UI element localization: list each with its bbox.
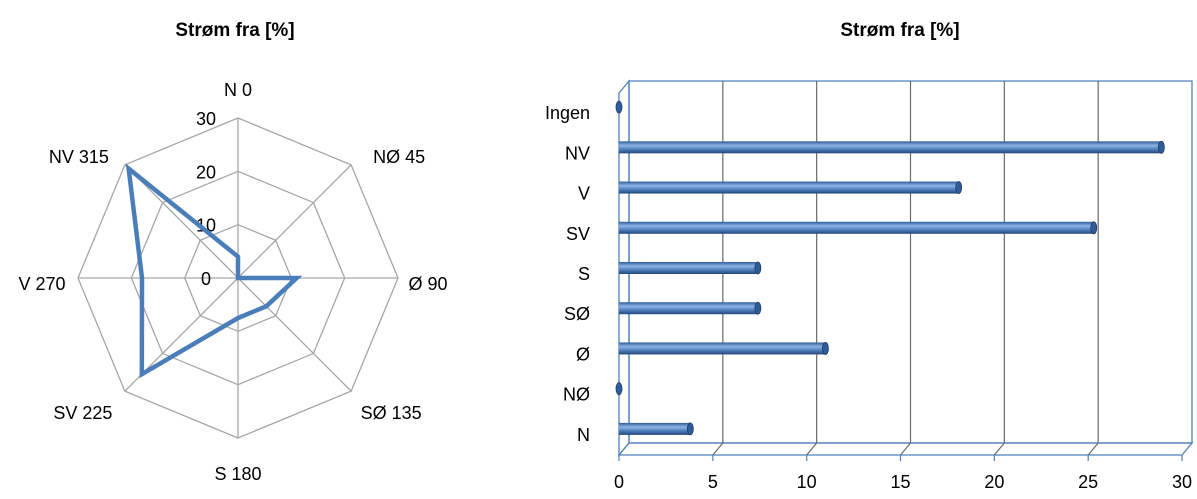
radar-series-line bbox=[125, 163, 303, 379]
radar-category-label: V 270 bbox=[18, 274, 65, 294]
bar bbox=[619, 181, 959, 194]
radar-category-label: N 0 bbox=[224, 80, 252, 100]
radar-tick-label: 0 bbox=[201, 269, 211, 289]
radar-category-label: NØ 45 bbox=[373, 147, 425, 167]
bar-end-cap bbox=[754, 261, 762, 275]
radar-spoke bbox=[237, 277, 352, 392]
bar-end-cap bbox=[754, 301, 762, 315]
y-tick-label: Ingen bbox=[545, 103, 590, 123]
y-tick-label: SØ bbox=[564, 304, 590, 324]
radar-category-label: SV 225 bbox=[53, 403, 112, 423]
x-gridline-floor bbox=[900, 442, 911, 456]
x-tick-label: 5 bbox=[708, 472, 718, 492]
x-tick-label: 25 bbox=[1078, 472, 1098, 492]
radar-chart-title: Strøm fra [%] bbox=[175, 20, 295, 41]
bar bbox=[619, 302, 758, 315]
y-tick-label: V bbox=[578, 184, 590, 204]
radar-category-label: NV 315 bbox=[49, 147, 109, 167]
radar-category-label: S 180 bbox=[214, 464, 261, 484]
x-tick-label: 30 bbox=[1172, 472, 1192, 492]
y-tick-label: NV bbox=[565, 143, 590, 163]
radar-category-label: Ø 90 bbox=[408, 274, 447, 294]
y-tick-label: NØ bbox=[563, 385, 590, 405]
bar bbox=[619, 262, 758, 274]
bar-end-cap bbox=[955, 181, 963, 194]
y-tick-label: N bbox=[577, 425, 590, 445]
y-tick-label: Ø bbox=[576, 344, 590, 364]
x-tick-label: 0 bbox=[614, 472, 624, 492]
bar bbox=[619, 221, 1094, 234]
radar-tick-label: 10 bbox=[196, 216, 216, 236]
bar bbox=[619, 342, 826, 355]
radar-category-label: SØ 135 bbox=[361, 403, 422, 423]
x-tick-label: 20 bbox=[984, 472, 1004, 492]
x-tick-label: 15 bbox=[890, 472, 910, 492]
radar-spoke bbox=[237, 164, 352, 279]
bar bbox=[619, 141, 1162, 154]
bar-end-cap bbox=[615, 382, 623, 396]
y-tick-label: S bbox=[578, 264, 590, 284]
x-tick-label: 10 bbox=[797, 472, 817, 492]
bar-end-cap bbox=[822, 342, 829, 355]
bar-chart-title: Strøm fra [%] bbox=[840, 20, 960, 41]
radar-tick-label: 20 bbox=[196, 162, 216, 182]
x-gridline-floor bbox=[806, 442, 818, 456]
radar-spoke bbox=[124, 164, 239, 279]
bar-end-cap bbox=[686, 422, 694, 436]
y-tick-label: SV bbox=[566, 224, 590, 244]
bar-end-cap bbox=[1157, 140, 1165, 154]
x-gridline-floor bbox=[712, 442, 724, 456]
radar-chart: 0 10 20 30 N 0 NØ 45 Ø 90 SØ 135 S 180 SV 225 V 27… bbox=[18, 80, 447, 484]
bar bbox=[619, 422, 691, 435]
bar-end-cap bbox=[1090, 221, 1098, 235]
radar-tick-label: 30 bbox=[196, 109, 216, 129]
bar-end-cap bbox=[615, 100, 623, 114]
x-gridline-floor bbox=[1087, 442, 1099, 456]
x-gridline-floor bbox=[993, 442, 1005, 456]
